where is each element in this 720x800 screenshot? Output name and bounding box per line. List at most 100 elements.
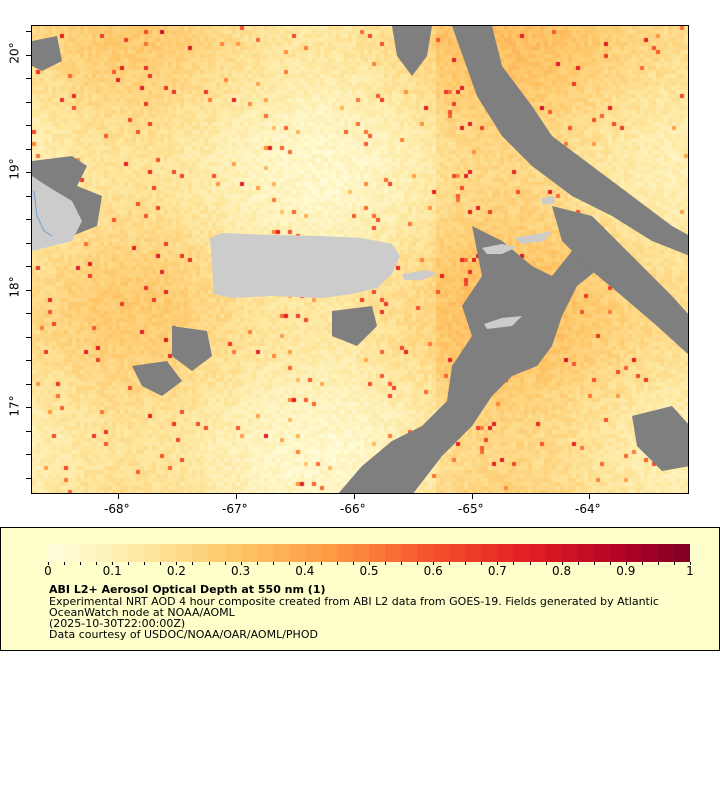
colorbar-tick [192,562,194,565]
no-data-east [552,206,688,355]
colorbar-tick [449,562,451,565]
colorbar-tick [385,562,387,565]
colorbar-segment [192,544,209,562]
latitude-tick [26,102,31,103]
colorbar-tick [465,562,467,565]
no-data-north [392,26,432,76]
colorbar-label: 0.1 [102,564,122,578]
colorbar-segment [465,544,482,562]
colorbar-segment [272,544,289,562]
longitude-tick [236,494,237,499]
colorbar-segment [625,544,642,562]
colorbar-segment [417,544,434,562]
latitude-tick [26,219,31,220]
colorbar-segment [224,544,241,562]
colorbar-segment [336,544,353,562]
latitude-tick-label: 18° [7,276,22,298]
colorbar-segment [481,544,498,562]
longitude-tick-label: -66° [340,502,366,516]
colorbar-tick [144,562,146,565]
latitude-tick [26,172,31,173]
colorbar-segment [304,544,321,562]
colorbar-tick [288,562,290,565]
latitude-tick [26,478,31,479]
colorbar-tick [529,562,531,565]
no-data-center [332,306,377,346]
colorbar-tick [256,562,258,565]
colorbar-tick [208,562,210,565]
land-hispaniola [32,176,82,251]
colorbar-segment [433,544,450,562]
colorbar-tick [369,562,370,565]
colorbar-segment [160,544,177,562]
colorbar-segment [128,544,145,562]
legend-title: ABI L2+ Aerosol Optical Depth at 550 nm … [49,583,326,596]
no-data-se [632,406,688,471]
colorbar-segment [641,544,658,562]
latitude-tick [26,31,31,32]
colorbar-tick [625,562,627,565]
longitude-tick-label: -64° [575,502,601,516]
latitude-tick [26,407,31,408]
longitude-tick [118,494,119,499]
latitude-tick [26,454,31,455]
colorbar-tick [690,562,691,565]
colorbar-segment [320,544,337,562]
colorbar-tick [112,562,114,565]
colorbar-tick [561,562,563,565]
latitude-tick [26,196,31,197]
latitude-tick [26,125,31,126]
colorbar-segment [256,544,273,562]
colorbar-segment [48,544,65,562]
land [32,176,555,329]
colorbar-segment [401,544,418,562]
colorbar-segment [673,544,690,562]
legend-description-2: OceanWatch node at NOAA/AOML [49,606,235,619]
legend-description: Experimental NRT AOD 4 hour composite cr… [49,595,659,608]
colorbar-segment [64,544,81,562]
latitude-tick [26,431,31,432]
latitude-tick [26,266,31,267]
colorbar-segment [609,544,626,562]
colorbar-tick [433,562,435,565]
colorbar-tick [48,562,49,565]
colorbar-tick [336,562,338,565]
colorbar-tick [224,562,226,565]
colorbar-label: 0 [44,564,52,578]
colorbar-tick [352,562,354,565]
colorbar-label: 0.2 [166,564,186,578]
colorbar-segment [176,544,193,562]
colorbar-tick [128,562,130,565]
longitude-tick-label: -65° [458,502,484,516]
colorbar-label: 0.9 [616,564,636,578]
colorbar-tick [417,562,419,565]
colorbar-segment [96,544,113,562]
longitude-tick [472,494,473,499]
legend-credit: Data courtesy of USDOC/NOAA/OAR/AOML/PHO… [49,628,318,641]
coastline-border [33,190,53,237]
no-data-northeast [452,26,688,256]
legend-time: (2025-10-30T22:00:00Z) [49,617,186,630]
colorbar-tick [545,562,547,565]
longitude-tick [589,494,590,499]
colorbar-segment [497,544,514,562]
colorbar-tick [80,562,82,565]
colorbar-segment [545,544,562,562]
latitude-tick-label: 20° [7,42,22,64]
colorbar-tick [481,562,483,565]
colorbar-segment [529,544,546,562]
colorbar-segment [384,544,402,562]
longitude-tick-label: -68° [104,502,130,516]
latitude-tick [26,149,31,150]
colorbar-segment [513,544,530,562]
colorbar-segment [657,544,674,562]
latitude-tick [26,243,31,244]
latitude-tick-label: 19° [7,158,22,180]
no-data-mid [172,326,212,371]
colorbar-segment [577,544,594,562]
colorbar-segment [368,544,385,562]
colorbar-segment [593,544,610,562]
no-data-south [132,361,182,396]
colorbar-tick [673,562,675,565]
colorbar-tick [497,562,499,565]
